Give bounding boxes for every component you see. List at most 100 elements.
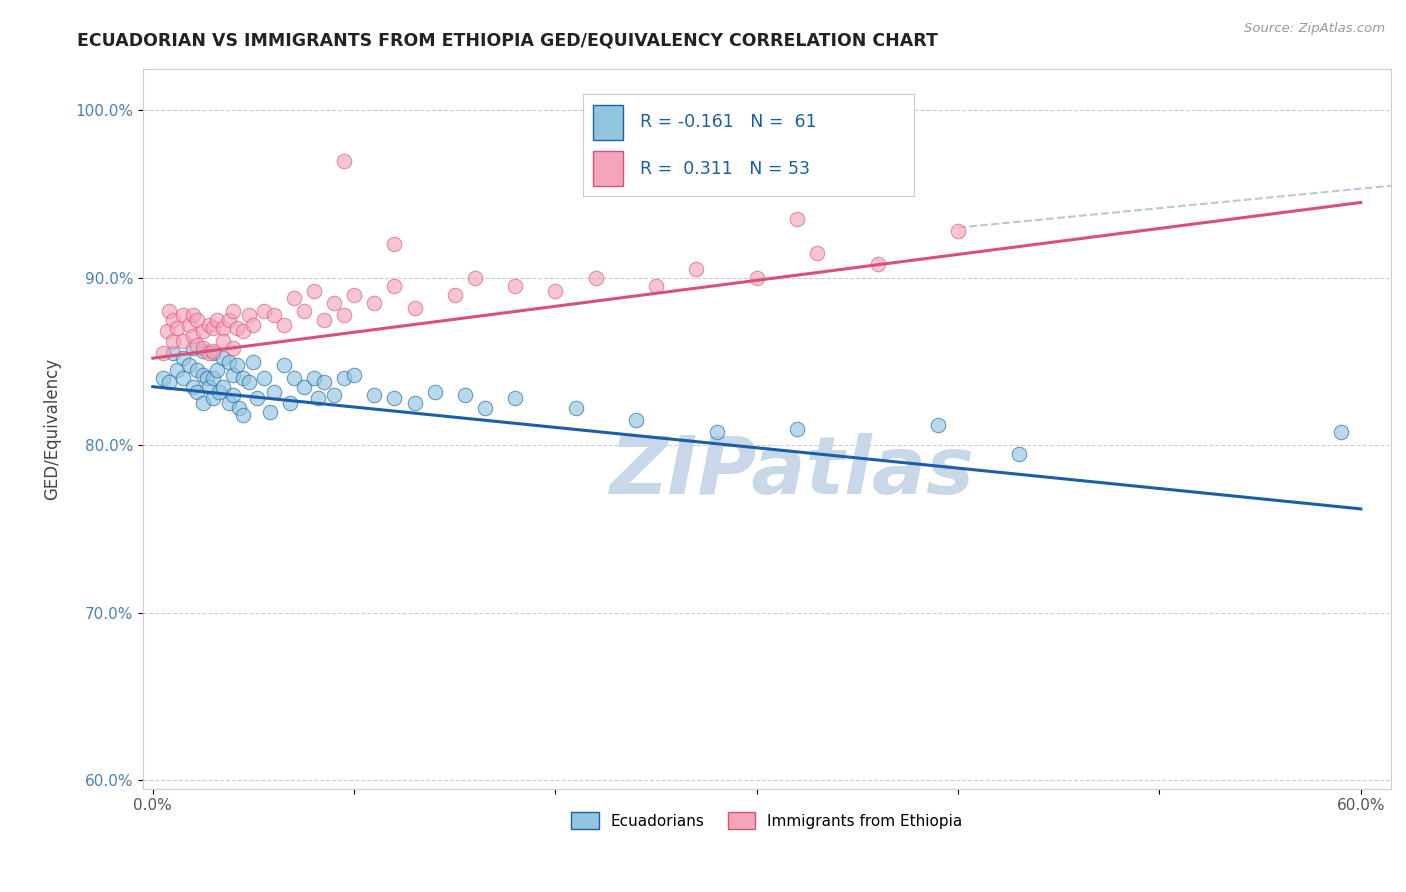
Point: [263, 308, 285, 322]
Point: [202, 371, 225, 385]
Point: [252, 304, 274, 318]
Point: [404, 396, 426, 410]
Point: [503, 279, 526, 293]
Point: [283, 291, 305, 305]
Point: [278, 396, 301, 410]
Point: [172, 371, 194, 385]
Point: [246, 392, 269, 406]
Point: [157, 304, 180, 318]
Point: [222, 304, 245, 318]
Point: [404, 301, 426, 315]
Point: [156, 325, 179, 339]
Point: [162, 312, 184, 326]
Point: [177, 358, 200, 372]
Point: [195, 371, 218, 385]
Point: [205, 312, 228, 326]
Point: [866, 257, 889, 271]
Text: ECUADORIAN VS IMMIGRANTS FROM ETHIOPIA GED/EQUIVALENCY CORRELATION CHART: ECUADORIAN VS IMMIGRANTS FROM ETHIOPIA G…: [77, 31, 938, 49]
Point: [384, 392, 406, 406]
Point: [172, 334, 194, 349]
FancyBboxPatch shape: [593, 105, 623, 140]
Text: R = -0.161   N =  61: R = -0.161 N = 61: [640, 113, 817, 131]
Point: [273, 358, 295, 372]
Point: [181, 329, 204, 343]
Point: [544, 284, 567, 298]
Point: [152, 346, 174, 360]
Point: [745, 270, 768, 285]
Point: [363, 296, 385, 310]
Point: [384, 279, 406, 293]
Point: [228, 401, 250, 416]
Point: [242, 354, 264, 368]
Point: [162, 346, 184, 360]
Point: [157, 375, 180, 389]
Point: [222, 341, 245, 355]
Point: [806, 245, 828, 260]
Point: [238, 375, 260, 389]
Legend: Ecuadorians, Immigrants from Ethiopia: Ecuadorians, Immigrants from Ethiopia: [565, 806, 969, 835]
Point: [302, 371, 325, 385]
Point: [706, 425, 728, 439]
Point: [474, 401, 496, 416]
Point: [232, 325, 254, 339]
Point: [333, 308, 356, 322]
Point: [191, 344, 214, 359]
Text: Source: ZipAtlas.com: Source: ZipAtlas.com: [1244, 22, 1385, 36]
Point: [198, 318, 221, 332]
Point: [454, 388, 477, 402]
Point: [172, 308, 194, 322]
Point: [212, 334, 235, 349]
Point: [786, 421, 808, 435]
Point: [585, 270, 607, 285]
Text: ZIPatlas: ZIPatlas: [609, 433, 974, 511]
Point: [181, 341, 204, 355]
Point: [333, 371, 356, 385]
Point: [312, 312, 335, 326]
Point: [242, 318, 264, 332]
Point: [186, 338, 208, 352]
Point: [186, 312, 208, 326]
Point: [786, 212, 808, 227]
Point: [202, 344, 225, 359]
Point: [166, 363, 188, 377]
Point: [263, 384, 285, 399]
Point: [198, 379, 221, 393]
Point: [166, 321, 188, 335]
Point: [162, 334, 184, 349]
Point: [172, 351, 194, 366]
Point: [191, 368, 214, 382]
Point: [238, 308, 260, 322]
Point: [218, 354, 240, 368]
Point: [191, 341, 214, 355]
Point: [208, 384, 231, 399]
Y-axis label: GED/Equivalency: GED/Equivalency: [44, 358, 60, 500]
Point: [503, 392, 526, 406]
Point: [323, 388, 346, 402]
Point: [645, 279, 668, 293]
FancyBboxPatch shape: [593, 151, 623, 186]
Point: [946, 224, 969, 238]
Point: [232, 408, 254, 422]
Point: [564, 401, 586, 416]
Point: [226, 321, 249, 335]
Point: [226, 358, 249, 372]
Point: [177, 318, 200, 332]
Text: R =  0.311   N = 53: R = 0.311 N = 53: [640, 160, 810, 178]
Point: [186, 384, 208, 399]
Point: [363, 388, 385, 402]
Point: [198, 346, 221, 360]
Point: [218, 396, 240, 410]
Point: [333, 153, 356, 168]
Point: [927, 418, 949, 433]
Point: [343, 368, 366, 382]
Point: [292, 304, 315, 318]
Point: [252, 371, 274, 385]
Point: [186, 363, 208, 377]
Point: [302, 284, 325, 298]
Point: [307, 392, 329, 406]
Point: [1330, 425, 1353, 439]
Point: [259, 405, 281, 419]
Point: [343, 287, 366, 301]
Point: [181, 308, 204, 322]
Point: [212, 321, 235, 335]
